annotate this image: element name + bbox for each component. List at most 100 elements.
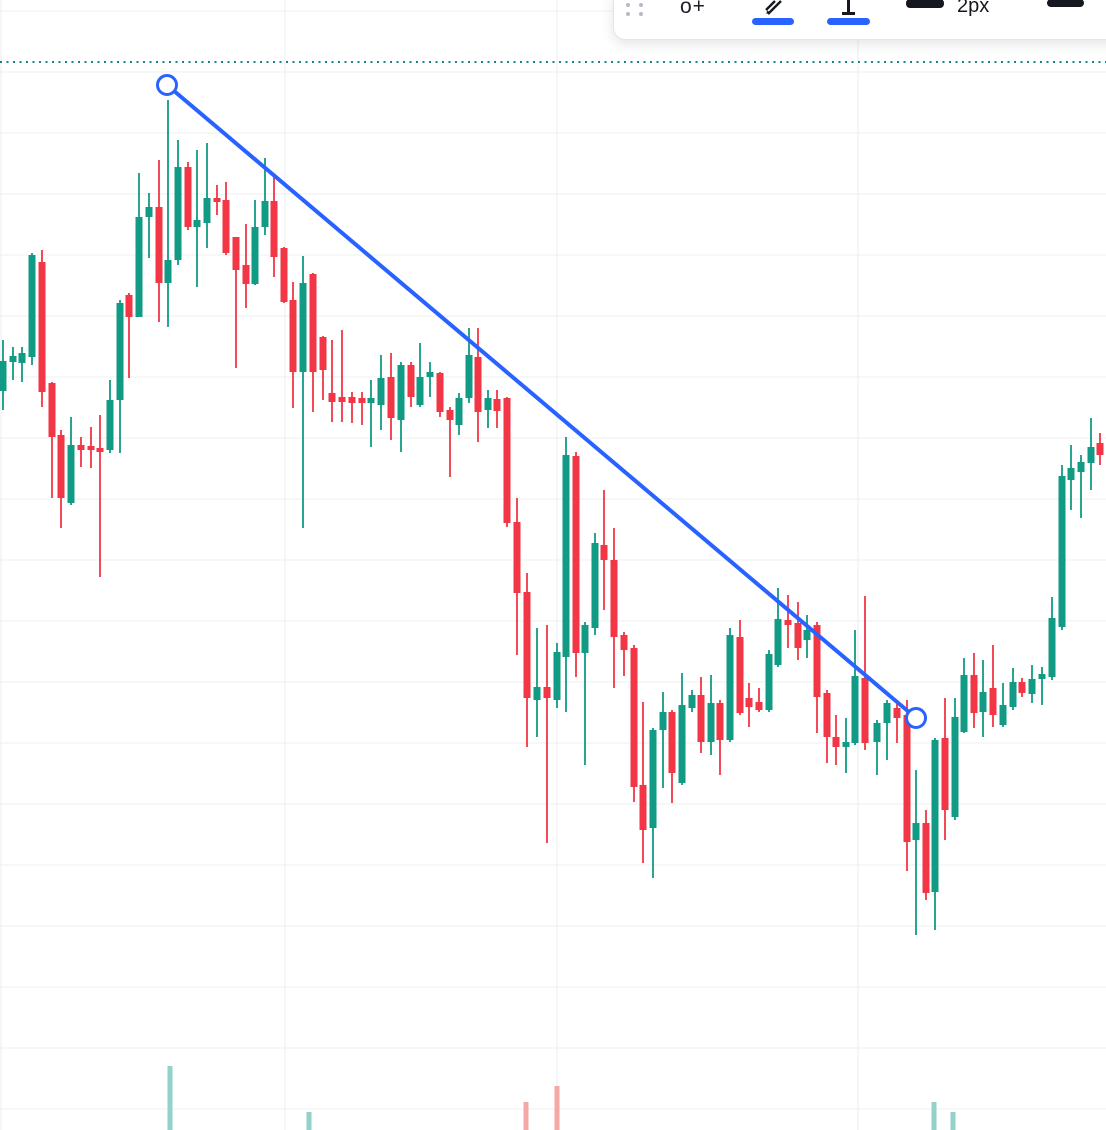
pencil-icon: [765, 0, 782, 15]
candle-body: [106, 400, 114, 450]
magnet-toggle-button[interactable]: o+: [674, 0, 718, 27]
candle-body: [851, 676, 859, 743]
candle-body: [639, 785, 647, 830]
candle-body: [716, 703, 724, 740]
candle-body: [941, 738, 949, 810]
candle-body: [697, 695, 705, 742]
candle-body: [1048, 618, 1056, 677]
candle-body: [970, 675, 978, 713]
candle-body: [1018, 682, 1026, 693]
candle-body: [610, 560, 618, 637]
candle-body: [765, 654, 773, 710]
candle-body: [960, 675, 968, 732]
candle-body: [707, 703, 715, 742]
trendline[interactable]: [165, 83, 918, 720]
line-color-swatch: [752, 18, 794, 25]
text-color-swatch: [827, 18, 870, 25]
candle-body: [688, 695, 696, 708]
candle-body: [87, 446, 95, 450]
grip-dot: [626, 12, 630, 16]
thick-line-icon: [906, 0, 944, 8]
candle-body: [912, 823, 920, 840]
candle-body: [96, 448, 104, 452]
candle-body: [164, 260, 172, 283]
candle-body: [261, 201, 269, 227]
candle-body: [426, 372, 434, 377]
volume-bar: [554, 1086, 560, 1130]
candle-body: [232, 237, 240, 270]
candle-body: [1077, 462, 1085, 472]
candle-body: [213, 198, 221, 202]
candle-body: [251, 227, 259, 284]
grip-dot: [626, 3, 630, 7]
candle-body: [903, 715, 911, 842]
candle-body: [348, 397, 356, 403]
candle-body: [842, 742, 850, 747]
candle-body: [407, 365, 415, 397]
candle-body: [0, 361, 7, 391]
candle-body: [823, 693, 831, 737]
candle-body: [999, 705, 1007, 725]
candle-body: [387, 377, 395, 418]
serif-t-icon: [847, 0, 850, 12]
candle-body: [803, 630, 811, 640]
candle-body: [572, 456, 580, 653]
candle-body: [659, 712, 667, 730]
candle-body: [309, 274, 317, 372]
candle-body: [649, 730, 657, 828]
candle-body: [193, 220, 201, 227]
candle-body: [135, 217, 143, 317]
line-style-button[interactable]: [1039, 0, 1093, 27]
trendline-anchor-start[interactable]: [156, 74, 178, 96]
line-width-button[interactable]: 2px: [899, 0, 1014, 27]
text-color-button[interactable]: [821, 0, 877, 27]
candle-body: [1038, 674, 1046, 679]
candle-body: [979, 692, 987, 712]
candle-body: [951, 717, 959, 817]
candle-body: [620, 635, 628, 650]
candle-body: [48, 383, 56, 437]
serif-t-foot: [842, 12, 855, 15]
candle-body: [1009, 682, 1017, 707]
candle-body: [726, 635, 734, 740]
candle-body: [1028, 679, 1036, 694]
candle-body: [299, 283, 307, 372]
grip-dot: [639, 3, 643, 7]
candle-body: [465, 355, 473, 398]
candle-body: [455, 398, 463, 425]
candle-body: [155, 207, 163, 283]
candle-body: [57, 435, 65, 498]
candle-body: [493, 399, 501, 411]
volume-bar: [306, 1112, 312, 1130]
candle-body: [377, 378, 385, 405]
candle-body: [1058, 476, 1066, 627]
candle-body: [1067, 468, 1075, 480]
trendline-anchor-end[interactable]: [905, 707, 927, 729]
candle-body: [784, 620, 792, 625]
drag-handle[interactable]: [622, 0, 648, 29]
candle-body: [436, 373, 444, 412]
candle-body: [543, 687, 551, 698]
candle-body: [416, 377, 424, 405]
candle-body: [931, 740, 939, 892]
candle-body: [9, 356, 17, 362]
candle-body: [922, 823, 930, 893]
magnet-icon: o+: [680, 0, 706, 18]
candle-body: [503, 398, 511, 523]
line-color-button[interactable]: [746, 0, 802, 27]
candle-body: [630, 648, 638, 787]
candle-body: [145, 207, 153, 217]
candle-body: [1087, 447, 1095, 463]
candle-body: [989, 688, 997, 715]
volume-bar: [167, 1066, 173, 1130]
candle-body: [358, 398, 366, 403]
candle-body: [813, 625, 821, 697]
candle-body: [832, 737, 840, 747]
candle-body: [203, 198, 211, 223]
candle-body: [861, 678, 869, 743]
candle-body: [591, 543, 599, 628]
candle-body: [280, 248, 288, 302]
candle-body: [745, 698, 753, 707]
